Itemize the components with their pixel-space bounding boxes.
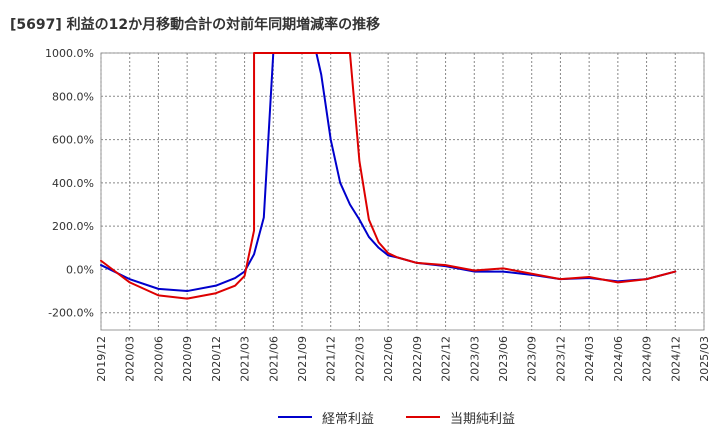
x-tick-label-14: 2023/06 (497, 336, 510, 382)
grid-layer (100, 52, 705, 330)
series-line-1 (100, 52, 677, 300)
x-tick-label-20: 2024/12 (669, 336, 682, 382)
y-tick-label-6: 1000.0% (45, 47, 94, 60)
x-tick-label-18: 2024/06 (612, 336, 625, 382)
x-tick-label-3: 2020/09 (181, 336, 194, 382)
series-layer (100, 52, 677, 300)
legend-swatch-series-0 (278, 416, 312, 418)
x-tick-label-7: 2021/09 (296, 336, 309, 382)
x-tick-label-4: 2020/12 (210, 336, 223, 382)
y-tick-label-5: 800.0% (52, 90, 94, 103)
x-tick-label-15: 2023/09 (526, 336, 539, 382)
y-axis-ticks: -200.0% 0.0% 200.0% 400.0% 600.0% 800.0% 1000.… (45, 47, 94, 320)
y-tick-label-4: 600.0% (52, 134, 94, 147)
chart-title: [5697] 利益の12か月移動合計の対前年同期増減率の推移 (10, 17, 381, 33)
legend-item-series-1: 当期純利益 (406, 406, 515, 428)
x-tick-label-1: 2020/03 (124, 336, 137, 382)
y-tick-label-2: 200.0% (52, 220, 94, 233)
x-tick-label-8: 2021/12 (325, 336, 338, 382)
x-tick-label-10: 2022/06 (382, 336, 395, 382)
legend-label-series-1: 当期純利益 (450, 411, 516, 427)
x-tick-label-2: 2020/06 (152, 336, 165, 382)
x-tick-label-19: 2024/09 (641, 336, 654, 382)
x-tick-label-16: 2023/12 (554, 336, 567, 382)
x-tick-label-5: 2021/03 (239, 336, 252, 382)
x-tick-label-17: 2024/03 (583, 336, 596, 382)
x-tick-label-12: 2022/12 (440, 336, 453, 382)
x-tick-label-21: 2025/03 (698, 336, 711, 382)
legend: 経常利益 当期純利益 (0, 406, 720, 428)
y-tick-label-3: 400.0% (52, 177, 94, 190)
legend-item-series-0: 経常利益 (278, 406, 374, 428)
x-tick-label-11: 2022/09 (411, 336, 424, 382)
plot-area (100, 52, 705, 331)
x-axis-ticks: 2019/12 2020/03 2020/06 2020/09 2020/12 2021/… (95, 336, 711, 382)
x-tick-label-9: 2022/03 (353, 336, 366, 382)
x-tick-label-6: 2021/06 (267, 336, 280, 382)
x-tick-label-0: 2019/12 (95, 336, 108, 382)
legend-label-series-0: 経常利益 (322, 411, 375, 427)
legend-swatch-series-1 (406, 416, 440, 418)
y-tick-label-0: -200.0% (48, 307, 94, 320)
x-tick-label-13: 2023/03 (468, 336, 481, 382)
y-tick-label-1: 0.0% (66, 263, 94, 276)
